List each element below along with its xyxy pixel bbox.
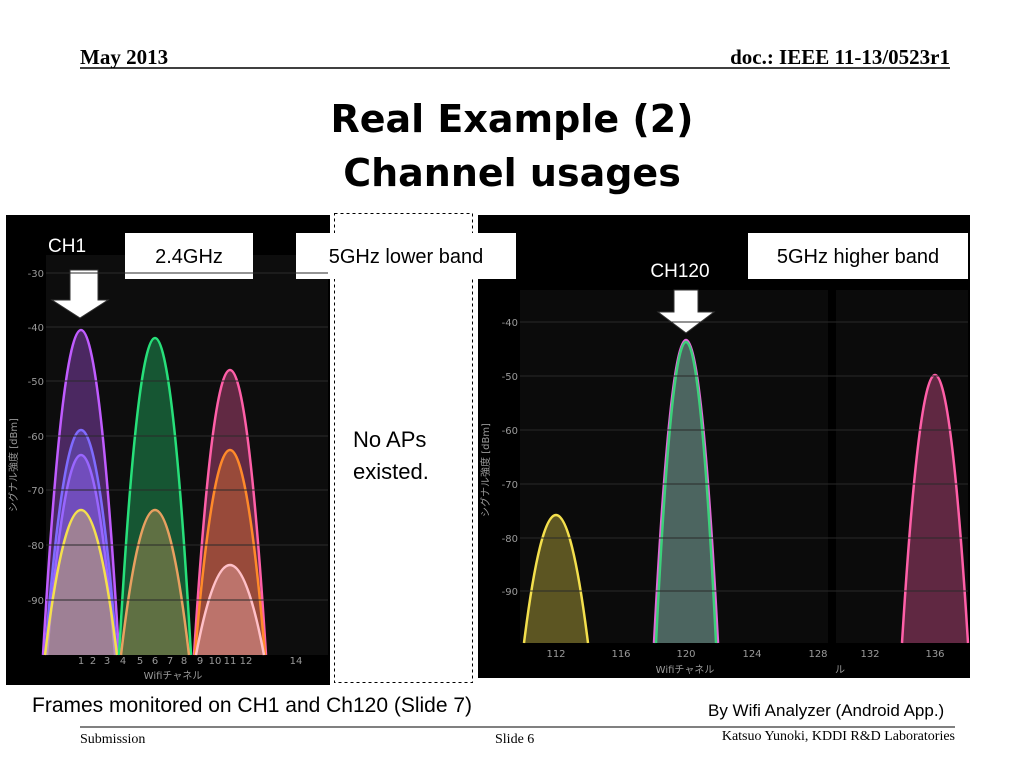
x-tick-label: 4	[120, 656, 126, 667]
header-date: May 2013	[80, 45, 168, 69]
signal-arc	[900, 373, 970, 644]
footer-center: Slide 6	[495, 732, 534, 747]
y-tick-label: -40	[502, 318, 518, 329]
signal-arc	[522, 513, 590, 644]
x-tick-label: 11	[224, 656, 237, 667]
x-tick-label: 14	[290, 656, 303, 667]
x-tick-label: 2	[90, 656, 96, 667]
note: No APs	[353, 427, 426, 452]
y-tick-label: -70	[28, 486, 44, 497]
signal-arc	[43, 428, 119, 656]
footer-right: Katsuo Yunoki, KDDI R&D Laboratories	[722, 729, 955, 744]
note: existed.	[353, 459, 429, 484]
x-axis-label: Wifiチャネル	[656, 664, 715, 676]
band-label: 5GHz higher band	[777, 246, 939, 268]
signal-arc	[192, 369, 268, 656]
x-tick-label: 120	[676, 649, 695, 660]
x-tick-label: 132	[860, 649, 879, 660]
x-axis-label: ル	[835, 665, 845, 676]
x-tick-label: 3	[104, 656, 110, 667]
x-tick-label: 8	[181, 656, 187, 667]
channel-label: CH120	[650, 261, 709, 282]
x-tick-label: 12	[240, 656, 253, 667]
y-axis-label: シグナル強度 [dBm]	[7, 418, 20, 512]
band-label: 5GHz lower band	[329, 246, 484, 268]
x-tick-label: 1	[78, 656, 84, 667]
caption: Frames monitored on CH1 and Ch120 (Slide…	[32, 694, 472, 717]
x-tick-label: 9	[197, 656, 203, 667]
y-tick-label: -50	[502, 372, 518, 383]
y-tick-label: -90	[28, 596, 44, 607]
y-tick-label: -90	[502, 587, 518, 598]
x-tick-label: 128	[808, 649, 827, 660]
band-label: 2.4GHz	[155, 246, 223, 268]
signal-arc	[193, 448, 267, 656]
signal-arc	[117, 336, 193, 656]
signal-arc	[45, 453, 117, 656]
x-tick-label: 112	[546, 649, 565, 660]
x-tick-label: 116	[611, 649, 630, 660]
x-tick-label: 10	[209, 656, 222, 667]
title-line: Real Example (2)	[330, 97, 693, 141]
y-tick-label: -30	[28, 269, 44, 280]
x-tick-label: 7	[167, 656, 173, 667]
signal-arc	[119, 509, 191, 656]
y-tick-label: -80	[502, 534, 518, 545]
x-tick-label: 136	[925, 649, 944, 660]
y-tick-label: -60	[502, 426, 518, 437]
x-tick-label: 5	[137, 656, 143, 667]
footer-left: Submission	[80, 732, 145, 747]
y-tick-label: -40	[28, 323, 44, 334]
title-line: Channel usages	[343, 151, 681, 195]
signal-arc	[654, 341, 718, 644]
header-doc: doc.: IEEE 11-13/0523r1	[730, 45, 950, 69]
y-axis-label: シグナル強度 [dBm]	[479, 423, 492, 517]
credit: By Wifi Analyzer (Android App.)	[708, 701, 944, 720]
y-tick-label: -70	[502, 480, 518, 491]
signal-arc	[194, 564, 266, 656]
channel-label: CH1	[48, 236, 86, 257]
x-tick-label: 124	[742, 649, 761, 660]
y-tick-label: -80	[28, 541, 44, 552]
x-axis-label: Wifiチャネル	[144, 670, 203, 682]
y-tick-label: -60	[28, 432, 44, 443]
signal-arc	[43, 509, 119, 656]
y-tick-label: -50	[28, 377, 44, 388]
signal-arc	[41, 328, 121, 656]
x-tick-label: 6	[152, 656, 158, 667]
